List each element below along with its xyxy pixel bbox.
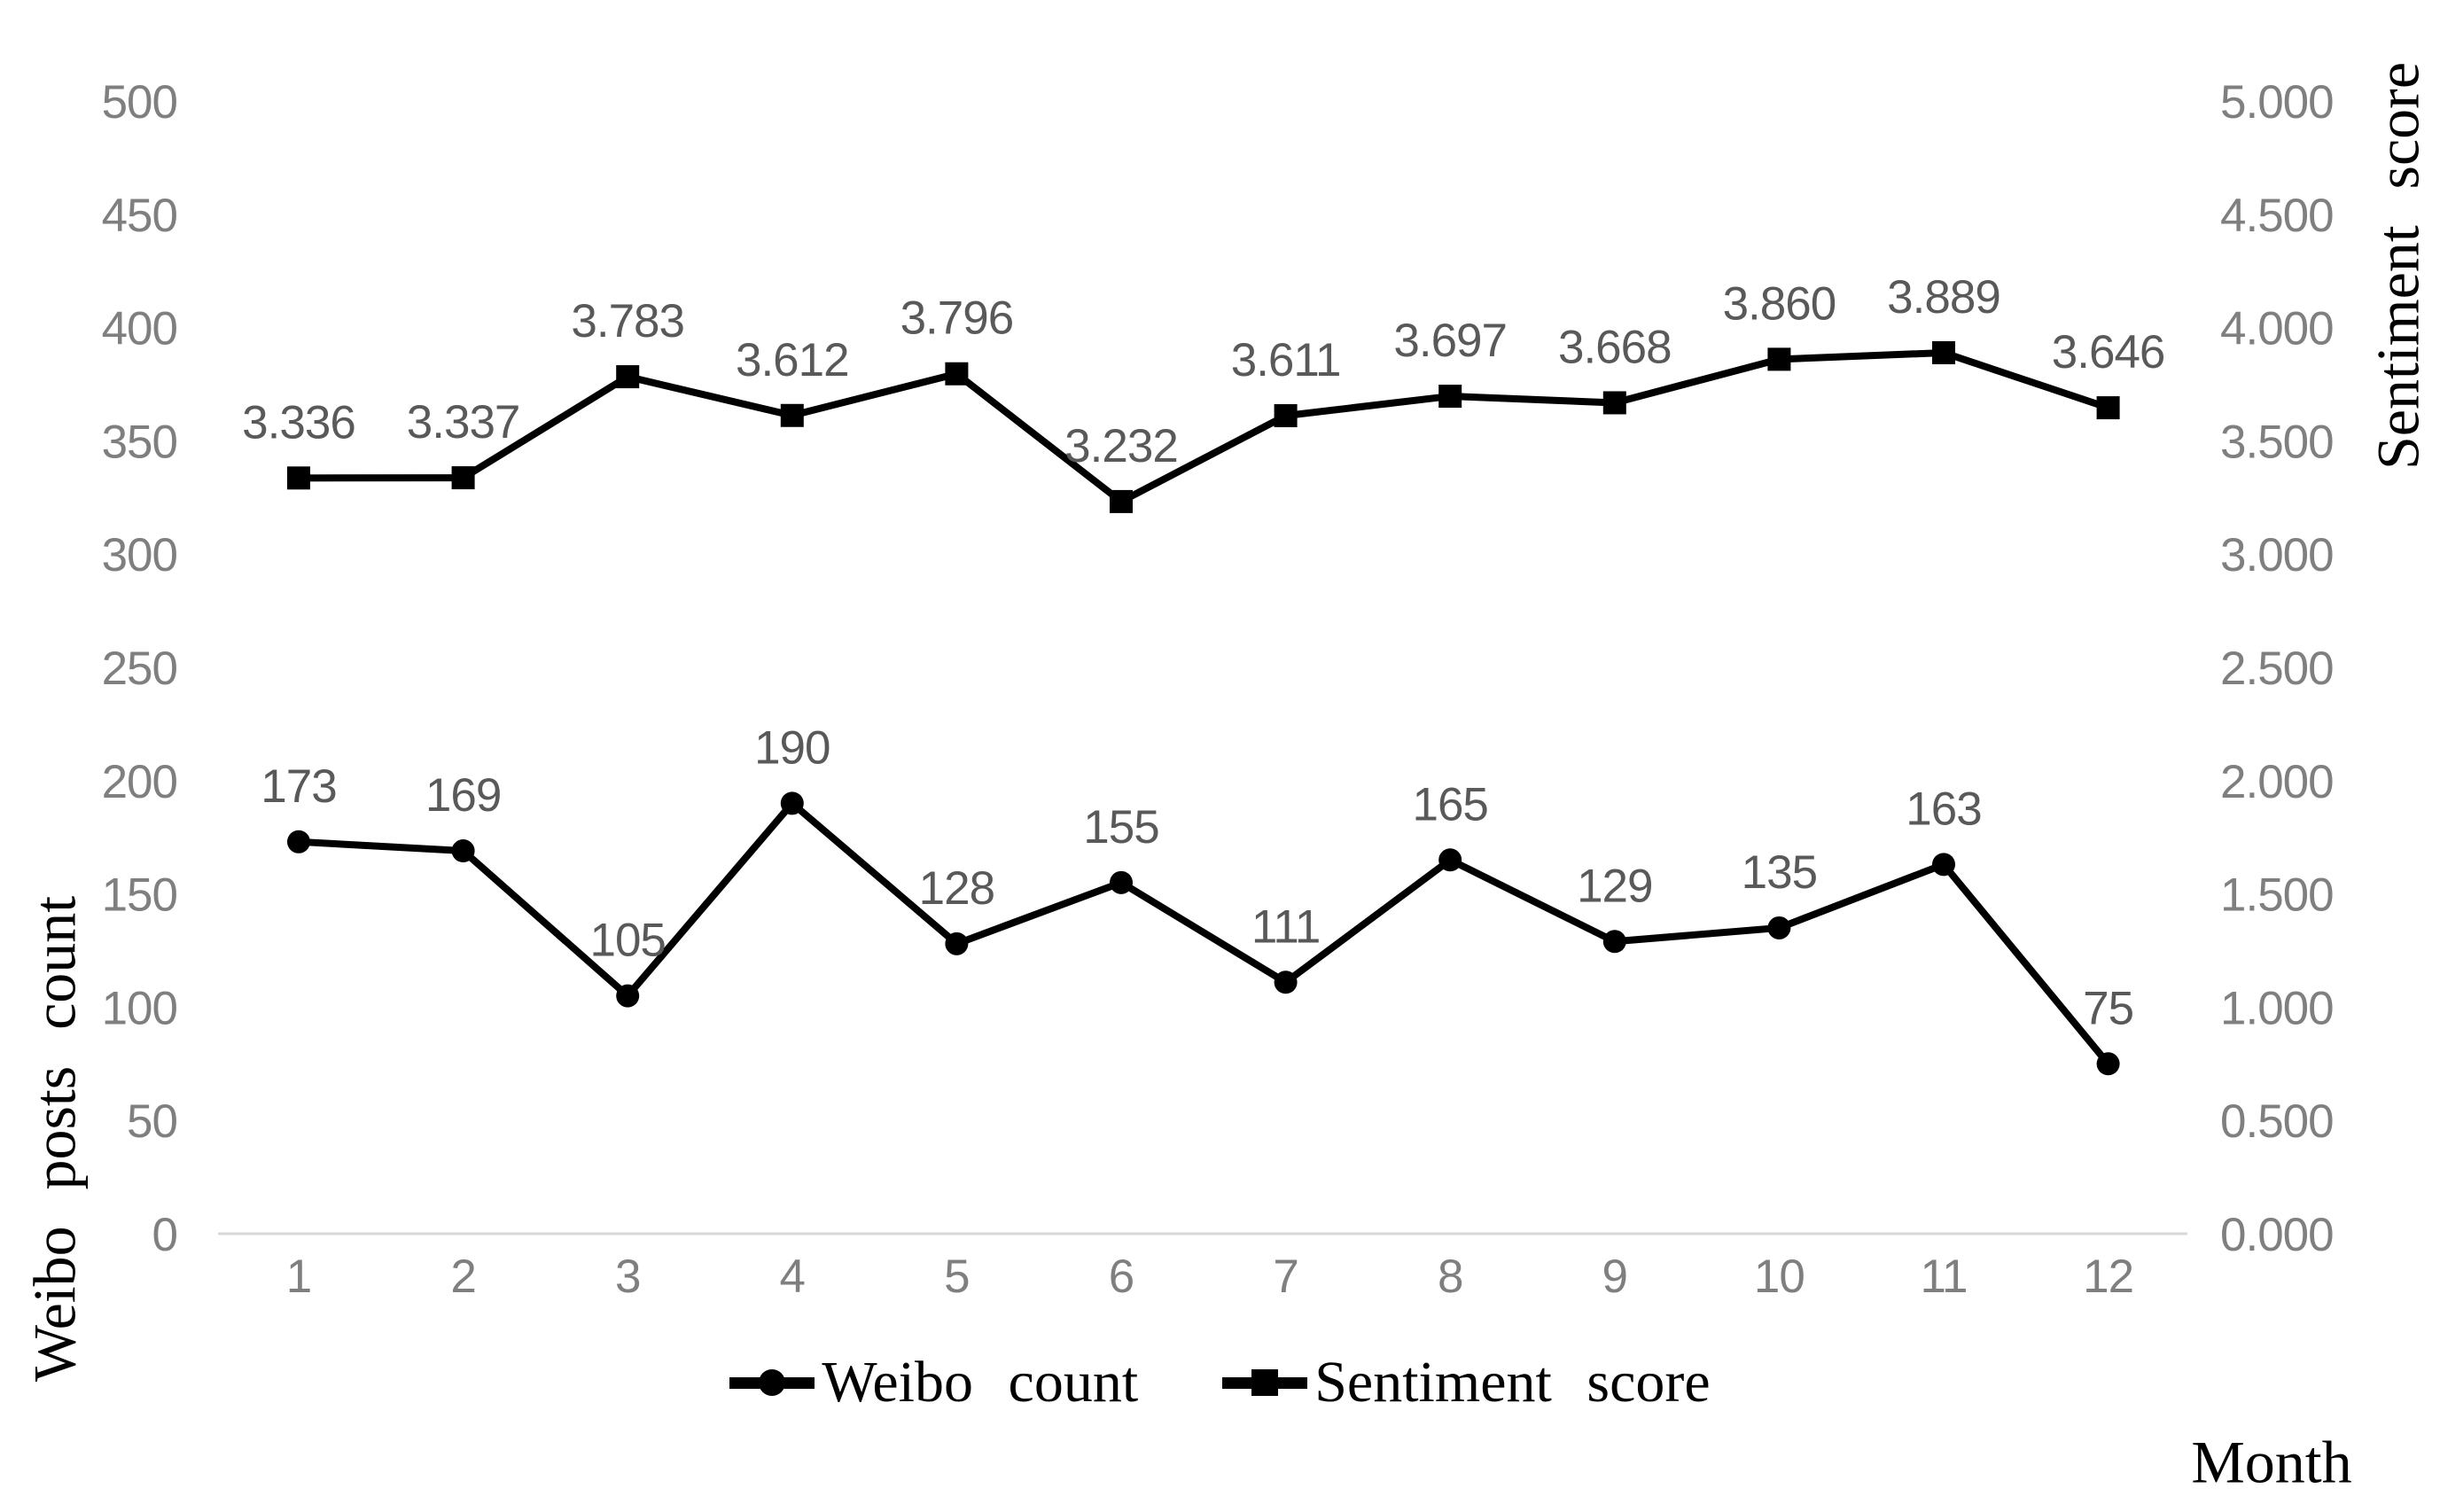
weibo-count-point [287, 830, 310, 853]
x-axis-tick: 2 [450, 1251, 475, 1303]
right-axis-tick: 3.500 [2220, 416, 2334, 468]
x-axis-tick: 10 [1754, 1251, 1805, 1303]
sentiment-score-point [1110, 489, 1133, 513]
weibo-count-data-label: 135 [1742, 846, 1817, 899]
right-axis-tick: 4.500 [2220, 190, 2334, 242]
weibo-count-point [1274, 970, 1298, 994]
x-axis-title: Month [2191, 1428, 2352, 1496]
right-axis-tick: 5.000 [2220, 76, 2334, 129]
left-axis-title: Weibo posts count [20, 895, 89, 1383]
x-axis-tick: 8 [1438, 1251, 1462, 1303]
weibo-count-point [1767, 916, 1791, 939]
right-axis-tick: 2.000 [2220, 756, 2334, 808]
sentiment-score-point [780, 403, 804, 427]
weibo-count-point [780, 791, 804, 815]
sentiment-score-point [1274, 404, 1298, 428]
weibo-count-data-label: 129 [1577, 860, 1652, 912]
sentiment-score-point [2096, 396, 2120, 420]
sentiment-score-data-label: 3.232 [1064, 420, 1178, 472]
weibo-count-point [945, 931, 969, 955]
x-axis-tick: 9 [1602, 1251, 1627, 1303]
right-axis-tick: 0.500 [2220, 1095, 2334, 1148]
left-axis-tick: 0 [152, 1209, 177, 1261]
right-axis-tick: 2.500 [2220, 643, 2334, 695]
sentiment-score-point [616, 365, 640, 389]
weibo-count-data-label: 190 [754, 721, 830, 774]
right-axis-tick: 1.500 [2220, 869, 2334, 922]
weibo-count-data-label: 75 [2083, 982, 2133, 1034]
sentiment-score-data-label: 3.796 [900, 292, 1014, 345]
sentiment-score-point [451, 466, 475, 490]
left-axis-tick: 150 [102, 869, 177, 922]
weibo-count-data-label: 169 [425, 769, 501, 822]
sentiment-score-data-label: 3.889 [1887, 271, 2000, 323]
sentiment-score-data-label: 3.668 [1558, 321, 1672, 373]
left-axis-tick: 250 [102, 643, 177, 695]
left-axis-tick: 200 [102, 756, 177, 808]
x-axis-tick: 7 [1273, 1251, 1298, 1303]
sentiment-score-point [1438, 385, 1462, 409]
x-axis-tick: 1 [286, 1251, 311, 1303]
left-axis-tick: 400 [102, 303, 177, 355]
right-axis-tick: 1.000 [2220, 982, 2334, 1034]
weibo-count-point [451, 839, 475, 863]
circle-marker-icon [729, 1376, 815, 1389]
sentiment-score-data-label: 3.646 [2052, 326, 2165, 378]
square-marker-icon [1222, 1376, 1308, 1389]
weibo-count-point [1438, 848, 1462, 872]
legend-label-weibo-count: Weibo count [822, 1350, 1139, 1415]
weibo-count-data-label: 173 [261, 760, 336, 813]
x-axis-tick: 5 [944, 1251, 969, 1303]
weibo-count-point [2096, 1052, 2120, 1076]
weibo-count-point [1110, 870, 1133, 894]
right-axis-tick: 0.000 [2220, 1209, 2334, 1261]
sentiment-score-data-label: 3.337 [407, 396, 520, 448]
weibo-count-data-label: 165 [1412, 778, 1487, 830]
x-axis-tick: 3 [615, 1251, 640, 1303]
weibo-count-point [1932, 853, 1955, 877]
sentiment-score-point [945, 362, 969, 386]
sentiment-score-data-label: 3.611 [1231, 334, 1341, 386]
legend: Weibo count Sentiment score [0, 1334, 2440, 1431]
sentiment-score-point [1767, 347, 1791, 371]
sentiment-score-line [295, 348, 2112, 505]
legend-item-weibo-count: Weibo count [729, 1349, 1138, 1416]
left-axis-tick: 450 [102, 190, 177, 242]
sentiment-score-data-label: 3.783 [571, 295, 684, 347]
sentiment-score-data-label: 3.697 [1393, 315, 1507, 367]
sentiment-score-point [1932, 340, 1955, 364]
sentiment-score-point [1602, 391, 1626, 415]
left-axis-tick: 100 [102, 982, 177, 1034]
weibo-count-data-label: 128 [919, 862, 994, 915]
x-axis-tick: 6 [1109, 1251, 1134, 1303]
weibo-count-data-label: 105 [589, 915, 665, 967]
right-axis-tick: 4.000 [2220, 303, 2334, 355]
x-axis-tick: 11 [1920, 1251, 1967, 1303]
weibo-count-line [295, 799, 2112, 1068]
sentiment-score-point [287, 466, 310, 490]
weibo-count-point [616, 984, 640, 1008]
x-axis-tick: 4 [780, 1251, 805, 1303]
x-axis-tick: 12 [2083, 1251, 2133, 1303]
sentiment-score-data-label: 3.612 [736, 334, 849, 386]
right-axis-title: Sentiment score [2364, 61, 2432, 471]
sentiment-score-data-label: 3.860 [1723, 277, 1836, 330]
left-axis-tick: 500 [102, 76, 177, 129]
right-axis-tick: 3.000 [2220, 529, 2334, 581]
weibo-count-data-label: 155 [1083, 801, 1158, 853]
left-axis-tick: 50 [127, 1095, 177, 1148]
sentiment-score-data-label: 3.336 [242, 396, 355, 448]
weibo-count-data-label: 111 [1251, 900, 1321, 953]
left-axis-tick: 350 [102, 416, 177, 468]
legend-item-sentiment-score: Sentiment score [1222, 1349, 1711, 1416]
left-axis-tick: 300 [102, 529, 177, 581]
weibo-count-data-label: 163 [1906, 783, 1981, 835]
weibo-count-point [1602, 930, 1626, 954]
legend-label-sentiment-score: Sentiment score [1314, 1350, 1711, 1415]
